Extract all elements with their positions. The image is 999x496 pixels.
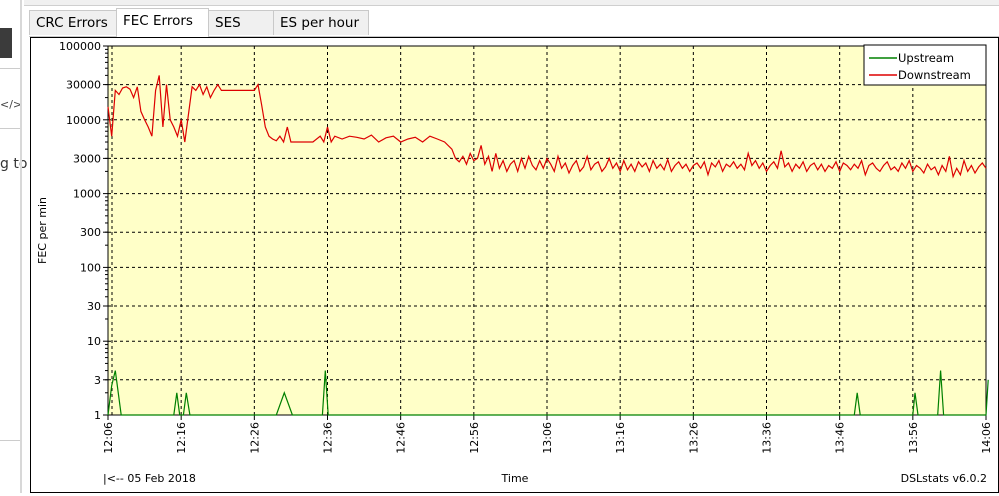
x-tick-label: 12:36 [322, 422, 335, 454]
fec-chart: 1 3 10 30 100 300 1000 3000 10000 30000 100000 12:… [36, 40, 993, 485]
legend: Upstream Downstream [863, 44, 987, 86]
y-tick-label: 3000 [73, 152, 101, 165]
tab-ses[interactable]: SES [208, 10, 274, 35]
top-toolbar-strip [24, 0, 999, 6]
y-axis-label: FEC per min [36, 197, 49, 264]
y-tick-label: 1 [94, 409, 101, 422]
date-nav-link[interactable]: |<-- 05 Feb 2018 [103, 472, 196, 485]
version-label: DSLstats v6.0.2 [901, 472, 987, 485]
series-lines [107, 75, 989, 416]
x-tick-label: 13:26 [687, 422, 700, 454]
downstream-line [107, 75, 987, 179]
x-tick-label: 14:06 [980, 422, 993, 454]
x-axis: 12:06 12:16 12:26 12:36 12:46 12:56 13:06 13:16… [102, 415, 993, 454]
legend-label: Upstream [898, 51, 954, 65]
y-tick-label: 300 [80, 226, 101, 239]
y-tick-label: 30000 [66, 79, 101, 92]
x-tick-label: 12:26 [248, 422, 261, 454]
x-tick-label: 13:16 [614, 422, 627, 454]
x-tick-label: 13:06 [541, 422, 554, 454]
y-tick-label: 10 [87, 335, 101, 348]
x-tick-label: 13:56 [907, 422, 920, 454]
upstream-line [107, 370, 989, 416]
background-divider [0, 128, 22, 129]
y-tick-label: 1000 [73, 188, 101, 201]
x-tick-label: 12:46 [395, 422, 408, 454]
y-tick-label: 30 [87, 300, 101, 313]
legend-label: Downstream [898, 68, 971, 82]
y-tick-label: 3 [94, 374, 101, 387]
y-axis: 1 3 10 30 100 300 1000 3000 10000 30000 100000 [59, 40, 108, 422]
code-view-icon[interactable]: </> [0, 98, 23, 111]
x-tick-label: 13:46 [834, 422, 847, 454]
y-tick-label: 100 [80, 261, 101, 274]
chart-frame: 1 3 10 30 100 300 1000 3000 10000 30000 100000 12:… [30, 37, 999, 493]
x-tick-label: 12:56 [468, 422, 481, 454]
background-window-text: g to [0, 156, 28, 172]
y-tick-label: 100000 [59, 40, 101, 53]
x-tick-label: 12:16 [175, 422, 188, 454]
background-divider [0, 440, 22, 441]
tab-crc-errors[interactable]: CRC Errors [29, 10, 117, 35]
legend-box [863, 44, 987, 86]
background-divider [0, 68, 22, 69]
window-border [20, 0, 22, 493]
y-tick-label: 10000 [66, 114, 101, 127]
x-axis-label: Time [501, 472, 529, 485]
x-tick-label: 13:36 [761, 422, 774, 454]
x-tick-label: 12:06 [102, 422, 115, 454]
tab-es-per-hour[interactable]: ES per hour [273, 10, 369, 35]
tab-fec-errors[interactable]: FEC Errors [116, 8, 209, 37]
background-window-block [0, 28, 12, 58]
